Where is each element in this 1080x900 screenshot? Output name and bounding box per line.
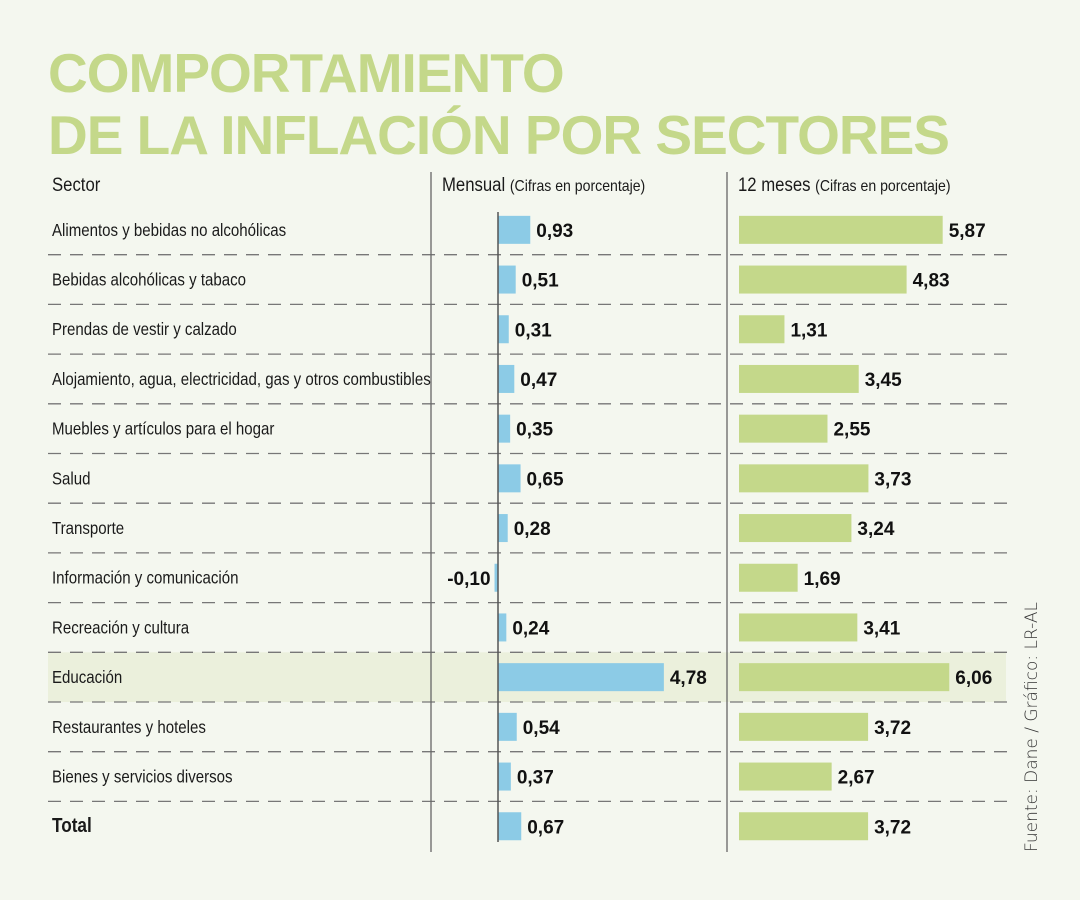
title-line-1: COMPORTAMIENTO <box>48 42 565 104</box>
yearly-value-label: 3,45 <box>865 370 902 391</box>
monthly-value-label: 0,31 <box>515 320 552 341</box>
monthly-value-label: 4,78 <box>670 668 707 689</box>
monthly-value-label: 0,51 <box>522 271 559 292</box>
sector-header-label: Sector <box>52 175 101 196</box>
yearly-value-label: 4,83 <box>913 271 950 292</box>
monthly-bar <box>498 315 509 344</box>
monthly-header-sub: (Cifras en porcentaje) <box>509 178 646 195</box>
monthly-value-label: -0,10 <box>447 569 490 590</box>
yearly-value-label: 3,73 <box>874 469 911 490</box>
monthly-value-label: 0,24 <box>512 618 549 639</box>
monthly-bar <box>498 663 664 692</box>
category-label: Recreación y cultura <box>52 618 190 637</box>
yearly-bar <box>739 315 785 344</box>
monthly-bar <box>498 613 507 642</box>
yearly-value-label: 5,87 <box>949 221 986 242</box>
category-label: Bienes y servicios diversos <box>52 768 233 787</box>
yearly-value-label: 6,06 <box>955 668 992 689</box>
category-label: Prendas de vestir y calzado <box>52 320 237 339</box>
title-line-2: DE LA INFLACIÓN POR SECTORES <box>48 104 950 166</box>
category-label: Total <box>52 814 92 837</box>
category-label: Salud <box>52 469 90 488</box>
category-label: Alimentos y bebidas no alcohólicas <box>52 221 286 240</box>
category-label: Transporte <box>52 519 124 538</box>
yearly-bar <box>739 613 858 642</box>
monthly-bar <box>498 762 511 791</box>
yearly-value-label: 1,69 <box>804 569 841 590</box>
yearly-value-label: 3,72 <box>874 718 911 739</box>
monthly-value-label: 0,54 <box>523 718 560 739</box>
monthly-value-label: 0,28 <box>514 519 551 540</box>
category-label: Muebles y artículos para el hogar <box>52 420 275 439</box>
yearly-header-label: 12 meses <box>738 175 811 196</box>
monthly-value-label: 0,65 <box>527 469 564 490</box>
monthly-bar <box>498 464 521 493</box>
monthly-bar <box>494 563 498 592</box>
yearly-bar <box>739 364 859 393</box>
yearly-bar <box>739 514 852 543</box>
monthly-value-label: 0,35 <box>516 420 553 441</box>
monthly-bar <box>498 265 516 294</box>
monthly-bar <box>498 812 522 841</box>
sector-column-header: Sector <box>52 175 100 197</box>
yearly-bar <box>739 812 869 841</box>
category-label: Educación <box>52 668 122 687</box>
category-label: Bebidas alcohólicas y tabaco <box>52 271 246 290</box>
yearly-bar <box>739 464 869 493</box>
monthly-value-label: 0,67 <box>527 817 564 838</box>
monthly-bar <box>498 514 508 543</box>
yearly-value-label: 2,55 <box>833 420 870 441</box>
monthly-bar <box>498 215 531 244</box>
monthly-value-label: 0,37 <box>517 768 554 789</box>
category-label: Alojamiento, agua, electricidad, gas y o… <box>52 370 431 389</box>
category-label: Información y comunicación <box>52 569 238 588</box>
yearly-bar <box>739 663 950 692</box>
yearly-header-sub: (Cifras en porcentaje) <box>815 178 951 195</box>
monthly-bar <box>498 712 517 741</box>
yearly-value-label: 1,31 <box>790 320 827 341</box>
chart-title: COMPORTAMIENTO DE LA INFLACIÓN POR SECTO… <box>48 42 950 166</box>
category-label: Restaurantes y hoteles <box>52 718 206 737</box>
yearly-bar <box>739 712 869 741</box>
monthly-value-label: 0,47 <box>520 370 557 391</box>
yearly-column-header: 12 meses (Cifras en porcentaje) <box>738 175 951 197</box>
monthly-column-header: Mensual (Cifras en porcentaje) <box>442 175 645 197</box>
yearly-value-label: 2,67 <box>838 768 875 789</box>
yearly-value-label: 3,72 <box>874 817 911 838</box>
yearly-value-label: 3,41 <box>863 618 900 639</box>
monthly-header-label: Mensual <box>442 175 506 196</box>
yearly-bar <box>739 762 832 791</box>
monthly-value-label: 0,93 <box>536 221 573 242</box>
yearly-bar <box>739 215 943 244</box>
yearly-bar <box>739 414 828 443</box>
monthly-bar <box>498 414 511 443</box>
yearly-value-label: 3,24 <box>857 519 894 540</box>
source-note: Fuente: Dane / Gráfico: LR-AL <box>1022 601 1042 852</box>
monthly-bar <box>498 364 515 393</box>
yearly-bar <box>739 265 907 294</box>
yearly-bar <box>739 563 798 592</box>
